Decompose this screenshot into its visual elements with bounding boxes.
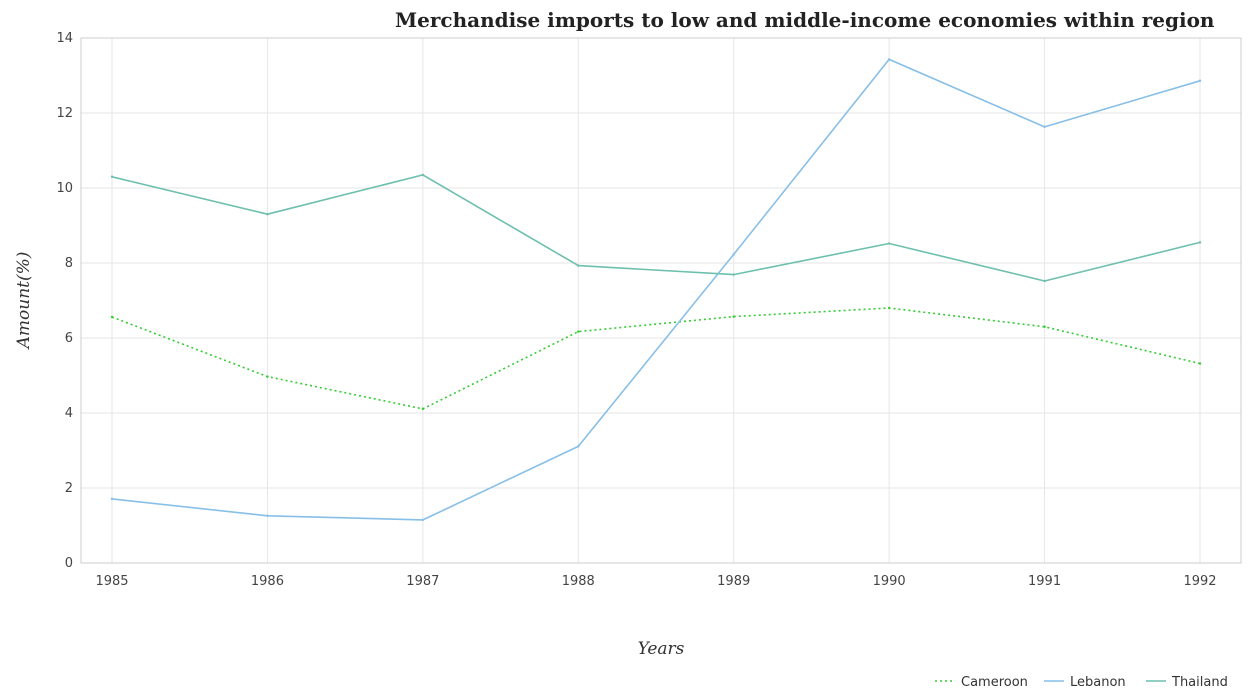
y-tick-label: 6: [65, 331, 73, 346]
data-point-cameroon: [266, 375, 269, 378]
data-point-thailand: [1198, 241, 1202, 244]
legend-label-cameroon: Cameroon: [961, 675, 1028, 690]
plot-frame: [80, 37, 1242, 564]
x-tick-label: 1991: [1028, 574, 1061, 589]
x-axis-label: Years: [638, 639, 685, 659]
y-tick-label: 14: [56, 31, 73, 46]
x-tick-label: 1992: [1183, 574, 1216, 589]
data-point-lebanon: [110, 497, 114, 501]
x-tick-label: 1989: [717, 574, 750, 589]
data-point-cameroon: [1043, 325, 1046, 328]
y-tick-label: 0: [65, 556, 73, 571]
series-line-lebanon: [111, 58, 1201, 521]
data-point-thailand: [577, 264, 580, 267]
y-axis-label: Amount(%): [14, 252, 34, 351]
series-line-cameroon: [111, 307, 1201, 410]
data-point-thailand: [887, 242, 891, 245]
y-axis-ticks: 0 2 4 6 8 10 12 14: [56, 31, 73, 571]
x-tick-label: 1990: [873, 574, 906, 589]
y-tick-label: 8: [65, 256, 73, 271]
x-tick-label: 1987: [406, 574, 439, 589]
x-tick-label: 1985: [95, 574, 128, 589]
data-point-lebanon: [887, 58, 891, 61]
series: [110, 58, 1202, 522]
chart-title: Merchandise imports to low and middle-in…: [395, 8, 1215, 32]
legend-label-lebanon: Lebanon: [1070, 675, 1126, 690]
data-point-thailand: [110, 175, 114, 178]
data-point-lebanon: [1198, 79, 1202, 82]
data-point-lebanon: [266, 514, 269, 517]
data-point-lebanon: [421, 518, 425, 522]
data-point-thailand: [421, 173, 425, 177]
data-point-lebanon: [732, 253, 735, 256]
y-tick-label: 12: [56, 106, 73, 121]
x-tick-label: 1986: [251, 574, 284, 589]
y-tick-label: 2: [65, 481, 73, 496]
data-point-thailand: [732, 273, 735, 276]
data-point-thailand: [1043, 279, 1046, 283]
data-point-lebanon: [1043, 125, 1046, 129]
data-point-cameroon: [421, 407, 425, 411]
data-point-cameroon: [577, 330, 580, 333]
data-point-thailand: [266, 213, 269, 216]
data-point-cameroon: [887, 306, 891, 310]
x-tick-label: 1988: [562, 574, 595, 589]
grid: [81, 37, 1241, 564]
x-axis-ticks: 1985 1986 1987 1988 1989 1990 1991 1992: [95, 574, 1216, 589]
y-tick-label: 4: [65, 406, 73, 421]
data-point-lebanon: [577, 445, 580, 448]
legend: Cameroon Lebanon Thailand: [935, 675, 1228, 690]
data-point-cameroon: [732, 315, 735, 318]
data-point-cameroon: [110, 315, 114, 319]
legend-label-thailand: Thailand: [1171, 675, 1228, 690]
series-line-thailand: [111, 174, 1201, 282]
data-point-cameroon: [1198, 362, 1202, 365]
y-tick-label: 10: [56, 181, 73, 196]
